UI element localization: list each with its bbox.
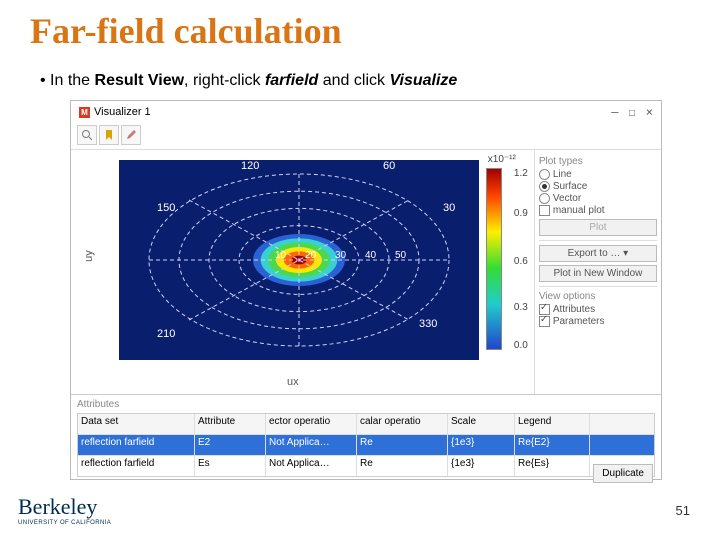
angle-label: 240	[231, 368, 249, 380]
minimize-button[interactable]: —	[611, 105, 618, 119]
attributes-header: Attributes	[77, 399, 655, 410]
bullet-text: • In the Result View, right-click farfie…	[40, 72, 457, 90]
plot-type-radio[interactable]: Vector	[539, 193, 657, 204]
page-number: 51	[676, 503, 690, 518]
radial-label: 30	[335, 250, 346, 261]
colorbar-tick: 0.0	[514, 340, 528, 351]
colorbar-exponent: x10⁻¹²	[488, 154, 516, 165]
colorbar-tick: 0.6	[514, 256, 528, 267]
plot-types-header: Plot types	[539, 156, 657, 167]
window-title: Visualizer 1	[94, 106, 151, 118]
radial-label: 40	[365, 250, 376, 261]
plot-type-radio[interactable]: Line	[539, 169, 657, 180]
column-header[interactable]: Attribute	[195, 414, 266, 434]
view-option-checkbox[interactable]: Attributes	[539, 304, 657, 315]
polar-plot: 6012015021024033030 1020304050	[119, 160, 479, 360]
angle-label: 120	[241, 160, 259, 172]
table-row[interactable]: reflection farfieldE2Not Applica…Re{1e3}…	[78, 434, 654, 455]
close-button[interactable]: ×	[646, 105, 653, 119]
column-header[interactable]: ector operatio	[266, 414, 357, 434]
zoom-icon[interactable]	[77, 125, 97, 145]
radial-label: 50	[395, 250, 406, 261]
export-button[interactable]: Export to … ▾	[539, 245, 657, 262]
maximize-button[interactable]: ☐	[629, 105, 636, 119]
x-axis-label: ux	[287, 376, 299, 388]
radial-label: 10	[275, 250, 286, 261]
column-header[interactable]: Legend	[515, 414, 590, 434]
column-header[interactable]: Data set	[78, 414, 195, 434]
plot-area: 60 120 150 210 240 330 30 10 20 30 40 50 uy ux x10…	[71, 150, 534, 394]
angle-label: 330	[419, 318, 437, 330]
new-window-button[interactable]: Plot in New Window	[539, 265, 657, 282]
duplicate-button[interactable]: Duplicate	[593, 464, 653, 483]
slide-title: Far-field calculation	[30, 10, 342, 52]
table-row[interactable]: reflection farfieldEsNot Applica…Re{1e3}…	[78, 455, 654, 476]
manual-plot-checkbox[interactable]: manual plot	[539, 205, 657, 216]
angle-label: 150	[157, 202, 175, 214]
angle-label: 60	[383, 160, 395, 172]
toolbar	[71, 123, 661, 150]
berkeley-logo: Berkeley UNIVERSITY OF CALIFORNIA	[18, 494, 111, 526]
colorbar-tick: 0.3	[514, 302, 528, 313]
column-header[interactable]: Scale	[448, 414, 515, 434]
y-axis-label: uy	[83, 250, 95, 262]
column-header[interactable]: calar operatio	[357, 414, 448, 434]
angle-label: 30	[443, 202, 455, 214]
view-option-checkbox[interactable]: Parameters	[539, 316, 657, 327]
bookmark-icon[interactable]	[99, 125, 119, 145]
sidebar: Plot types LineSurfaceVector manual plot…	[534, 150, 661, 394]
angle-label: 210	[157, 328, 175, 340]
attributes-panel: Attributes Data setAttributeector operat…	[71, 394, 661, 495]
visualizer-window: M Visualizer 1 — ☐ ×	[70, 100, 662, 480]
colorbar-tick: 0.9	[514, 208, 528, 219]
plot-button[interactable]: Plot	[539, 219, 657, 236]
colorbar	[486, 168, 502, 350]
attributes-table: Data setAttributeector operatiocalar ope…	[77, 413, 655, 477]
titlebar: M Visualizer 1 — ☐ ×	[71, 101, 661, 123]
colorbar-tick: 1.2	[514, 168, 528, 179]
view-options-header: View options	[539, 291, 657, 302]
plot-type-radio[interactable]: Surface	[539, 181, 657, 192]
radial-label: 20	[305, 250, 316, 261]
pencil-icon[interactable]	[121, 125, 141, 145]
app-icon: M	[79, 107, 90, 118]
